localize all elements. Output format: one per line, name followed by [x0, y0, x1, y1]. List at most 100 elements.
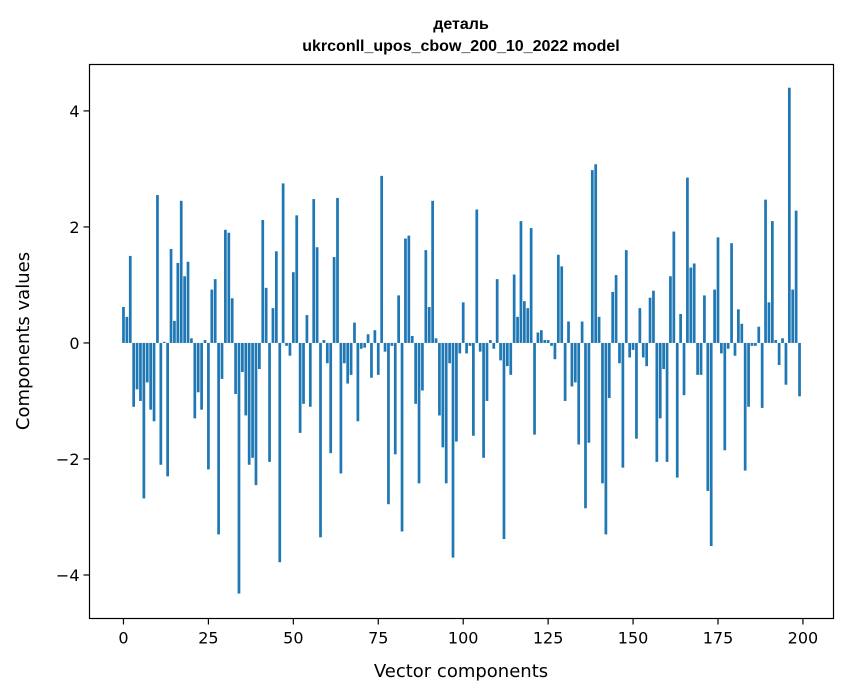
bar-18 [183, 276, 186, 343]
bar-70 [359, 342, 363, 349]
bar-90 [427, 306, 431, 343]
bar-51 [295, 215, 299, 343]
bar-118 [522, 301, 526, 343]
bar-4 [135, 342, 139, 390]
bar-94 [441, 342, 445, 448]
bar-60 [325, 342, 329, 364]
bar-115 [512, 274, 516, 343]
bar-199 [798, 342, 801, 397]
bar-75 [376, 342, 380, 375]
x-tick-label: 200 [788, 629, 819, 648]
bar-81 [397, 295, 401, 343]
bar-50 [291, 272, 295, 343]
x-tick-label: 25 [198, 629, 218, 648]
bar-91 [431, 200, 434, 343]
bar-151 [635, 342, 638, 439]
bar-83 [404, 238, 407, 343]
bar-2 [128, 255, 132, 343]
bar-186 [754, 342, 757, 346]
y-tick-label: −2 [56, 450, 80, 469]
bar-111 [499, 342, 502, 361]
bar-55 [308, 342, 312, 407]
bar-77 [383, 342, 387, 352]
bar-66 [346, 342, 350, 384]
chart-title-line-1: деталь [433, 16, 489, 33]
bar-47 [281, 183, 285, 343]
bar-191 [770, 221, 774, 343]
bar-163 [675, 342, 679, 478]
bar-20 [190, 338, 193, 343]
bar-58 [319, 342, 322, 538]
bar-198 [794, 210, 798, 343]
y-tick-label: 4 [69, 102, 79, 121]
bar-28 [217, 342, 220, 535]
bar-86 [414, 342, 417, 404]
bar-148 [624, 250, 628, 343]
bar-25 [207, 342, 210, 470]
bar-177 [723, 342, 727, 451]
bar-36 [244, 342, 248, 416]
bar-105 [478, 342, 482, 352]
bar-132 [570, 342, 574, 387]
x-tick-label: 125 [533, 629, 564, 648]
bar-179 [730, 243, 733, 343]
bar-82 [400, 342, 404, 532]
bar-188 [760, 342, 764, 408]
bar-33 [234, 342, 237, 394]
bar-65 [342, 342, 346, 364]
bar-100 [461, 302, 465, 343]
bar-171 [703, 295, 706, 343]
bar-134 [577, 342, 581, 445]
bar-167 [689, 267, 693, 343]
y-tick-label: 0 [69, 334, 79, 353]
bar-125 [546, 340, 550, 343]
bar-62 [332, 257, 336, 343]
bar-97 [451, 342, 455, 558]
bar-153 [641, 342, 645, 358]
bar-114 [509, 342, 513, 375]
bar-6 [142, 342, 146, 499]
bar-154 [645, 342, 649, 367]
bar-74 [373, 330, 377, 343]
bar-103 [472, 342, 475, 436]
bar-178 [726, 342, 730, 349]
bar-10 [156, 195, 159, 343]
bar-193 [777, 342, 781, 365]
bar-19 [186, 261, 190, 343]
bar-155 [648, 297, 652, 343]
bar-39 [254, 342, 258, 486]
bar-160 [665, 342, 669, 462]
bar-156 [652, 290, 655, 343]
bar-42 [264, 287, 268, 343]
x-axis-ticks: 0 25 50 75 100 125 150 175 200 [118, 618, 819, 648]
bar-110 [495, 279, 499, 343]
bar-135 [580, 321, 584, 343]
bar-30 [224, 229, 227, 343]
bar-73 [370, 342, 373, 378]
bar-169 [696, 342, 699, 375]
bar-123 [539, 330, 543, 343]
bar-5 [139, 342, 142, 401]
bar-150 [631, 342, 635, 350]
bar-46 [278, 342, 282, 563]
bar-140 [597, 316, 601, 343]
bar-172 [706, 342, 710, 491]
bar-31 [227, 232, 231, 343]
chart-title-line-2: ukrconll_upos_cbow_200_10_2022 model [302, 38, 619, 55]
bar-164 [679, 313, 682, 343]
bar-9 [152, 342, 156, 422]
bar-45 [274, 251, 278, 343]
bar-182 [740, 323, 744, 343]
bar-158 [658, 342, 662, 419]
plot-area-frame [88, 63, 835, 620]
bar-128 [556, 254, 560, 343]
bar-76 [380, 175, 384, 343]
bar-21 [193, 342, 197, 419]
bar-38 [251, 342, 254, 458]
bar-108 [489, 340, 492, 343]
bar-11 [159, 342, 163, 465]
bar-189 [764, 199, 767, 343]
bar-131 [567, 321, 570, 343]
bar-57 [315, 247, 319, 343]
